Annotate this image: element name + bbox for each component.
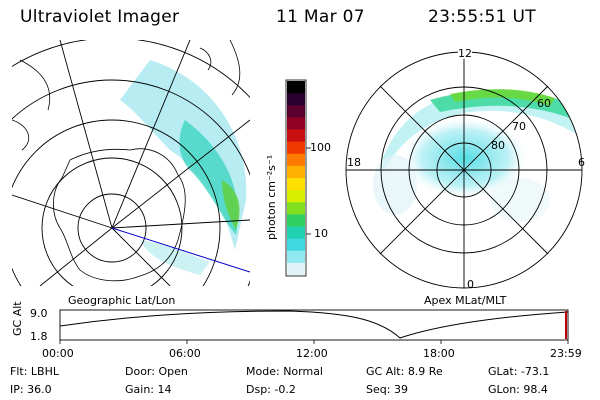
status-seq-value: 39 [393, 383, 408, 396]
time-tick-0: 00:00 [42, 347, 74, 360]
status-dsp: Dsp: -0.2 [246, 384, 296, 395]
time-tick-2: 12:00 [296, 347, 328, 360]
colorbar-stripe [287, 93, 305, 106]
status-mode-label: Mode: [246, 365, 280, 378]
status-gain: Gain: 14 [125, 384, 172, 395]
altitude-ytick-min: 1.8 [30, 330, 48, 343]
instrument-title: Ultraviolet Imager [20, 7, 180, 27]
status-flt-label: Flt: [10, 365, 28, 378]
geographic-panel-label: Geographic Lat/Lon [68, 294, 176, 307]
mlt-line-diagonal [379, 85, 549, 255]
status-glat-label: GLat: [488, 365, 518, 378]
status-ip: IP: 36.0 [10, 384, 52, 395]
colorbar-stripe [287, 129, 305, 143]
meridian [111, 219, 250, 229]
status-ip-label: IP: [10, 383, 24, 396]
colorbar-stripe [287, 190, 305, 203]
observation-time: 23:55:51 UT [428, 7, 536, 27]
altitude-plot-frame [59, 309, 569, 341]
aurora-oval-outer [380, 89, 578, 170]
status-glon: GLon: 98.4 [488, 384, 548, 395]
meridian [12, 194, 113, 229]
aurora-emission-low [140, 240, 210, 275]
dusk-emission [373, 155, 417, 215]
colorbar [285, 79, 307, 277]
lat-circle [12, 119, 221, 286]
status-glon-value: 98.4 [523, 383, 548, 396]
colorbar-stripe [287, 153, 305, 167]
mlt-label-0: 0 [467, 278, 474, 291]
colorbar-stripe [287, 165, 305, 179]
status-dsp-label: Dsp: [246, 383, 271, 396]
lat-circle [12, 79, 250, 286]
ground-track-line [111, 227, 250, 273]
meridian [59, 40, 113, 229]
status-glat: GLat: -73.1 [488, 366, 549, 377]
colorbar-stripe [287, 262, 305, 276]
status-door-value: Open [158, 365, 188, 378]
colorbar-stripe [287, 214, 305, 228]
magnetic-polar-plot [345, 51, 583, 289]
colorbar-unit-label: photon cm⁻²s⁻¹ [265, 154, 278, 240]
colorbar-stripe [287, 202, 305, 215]
status-ip-value: 36.0 [27, 383, 52, 396]
mlt-label-18: 18 [347, 156, 361, 169]
status-glat-value: -73.1 [520, 365, 550, 378]
mlat-label-80: 80 [491, 139, 505, 152]
colorbar-stripe [287, 81, 305, 94]
colorbar-stripe [287, 105, 305, 118]
status-seq: Seq: 39 [366, 384, 408, 395]
colorbar-stripe [287, 250, 305, 264]
observation-date: 11 Mar 07 [276, 7, 365, 27]
time-tick-1: 06:00 [169, 347, 201, 360]
colorbar-gradient [287, 81, 305, 276]
altitude-axis-label: GC Alt [11, 301, 24, 336]
time-tick-4: 23:59 [550, 347, 582, 360]
aurora-oval-core [450, 89, 555, 106]
meridian [111, 227, 171, 286]
meridian [111, 119, 250, 229]
status-flt: Flt: LBHL [10, 366, 59, 377]
status-mode: Mode: Normal [246, 366, 323, 377]
geographic-map [12, 40, 250, 286]
aurora-emission-mid [179, 120, 238, 235]
status-seq-label: Seq: [366, 383, 391, 396]
antarctica-coastline [53, 148, 186, 282]
lat-circle [41, 157, 183, 286]
status-door-label: Door: [125, 365, 155, 378]
altitude-plot [59, 309, 569, 344]
colorbar-stripe [287, 226, 305, 240]
status-dsp-value: -0.2 [274, 383, 296, 396]
status-door: Door: Open [125, 366, 188, 377]
time-tick-3: 18:00 [423, 347, 455, 360]
status-glon-label: GLon: [488, 383, 520, 396]
altitude-ytick-max: 9.0 [30, 307, 48, 320]
status-gc-alt-value: 8.9 Re [407, 365, 443, 378]
colorbar-tick-label-100: 100 [310, 141, 331, 154]
status-gain-value: 14 [157, 383, 172, 396]
lat-circle [77, 193, 147, 263]
status-mode-value: Normal [283, 365, 323, 378]
status-flt-value: LBHL [30, 365, 59, 378]
mlat-label-60: 60 [537, 97, 551, 110]
colorbar-stripe [287, 141, 305, 155]
colorbar-tick-label-10: 10 [314, 227, 328, 240]
meridian [39, 227, 113, 286]
mlt-label-6: 6 [578, 156, 585, 169]
altitude-curve [59, 310, 569, 339]
status-gc-alt-label: GC Alt: [366, 365, 405, 378]
status-gain-label: Gain: [125, 383, 154, 396]
magnetic-panel-label: Apex MLat/MLT [424, 294, 507, 307]
coastline-fragments [12, 40, 241, 151]
colorbar-stripe [287, 238, 305, 252]
mlt-label-12: 12 [458, 47, 472, 60]
status-gc-alt: GC Alt: 8.9 Re [366, 366, 443, 377]
colorbar-stripe [287, 178, 305, 191]
colorbar-stripe [287, 117, 305, 131]
mlat-label-70: 70 [512, 120, 526, 133]
aurora-emission-core [222, 180, 240, 230]
meridian [111, 40, 191, 229]
